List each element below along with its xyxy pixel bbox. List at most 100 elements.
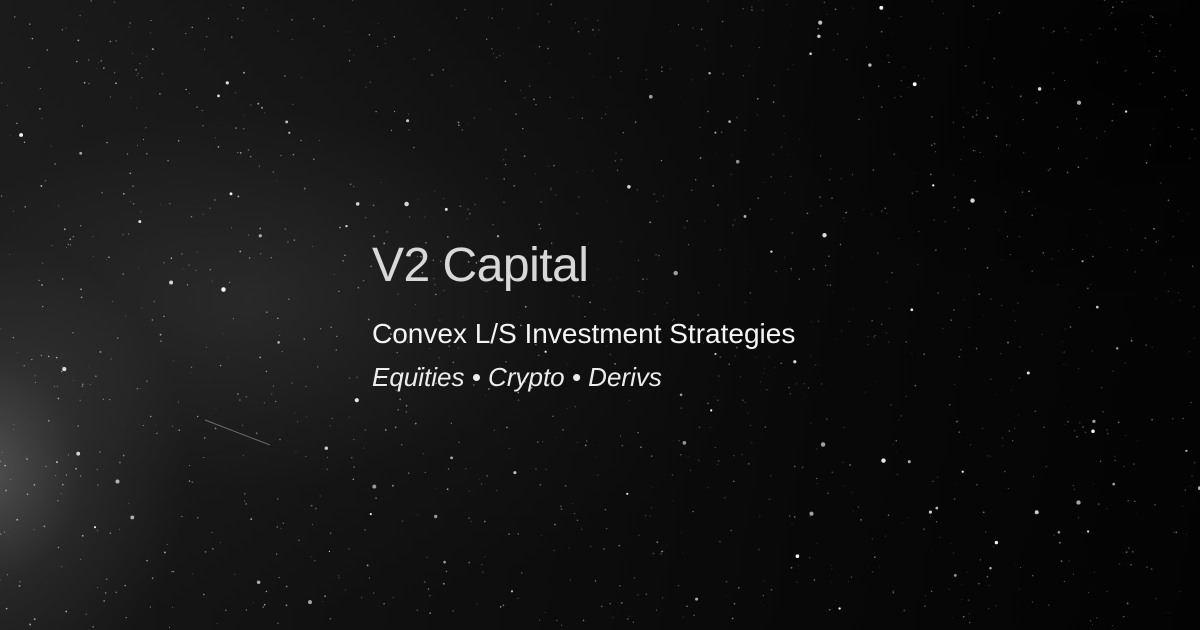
bright-star — [961, 470, 964, 473]
star — [29, 623, 32, 626]
star — [816, 483, 818, 484]
star — [961, 583, 963, 585]
star — [125, 616, 127, 619]
star — [113, 1, 115, 3]
star — [957, 420, 959, 422]
star — [589, 53, 591, 55]
star — [923, 77, 925, 79]
star — [504, 163, 507, 166]
star — [292, 103, 294, 105]
star — [1028, 190, 1030, 193]
star — [265, 590, 268, 593]
star — [452, 361, 455, 364]
star — [177, 140, 180, 142]
star — [262, 606, 265, 608]
star — [979, 559, 981, 561]
star — [834, 8, 837, 11]
star — [282, 522, 285, 524]
star — [416, 609, 419, 612]
bright-star — [1092, 419, 1096, 424]
star — [614, 160, 616, 162]
star — [319, 139, 320, 141]
star — [357, 286, 360, 289]
star — [96, 468, 98, 471]
star — [572, 96, 574, 98]
star — [447, 468, 450, 470]
star — [1159, 182, 1162, 185]
star — [620, 71, 622, 72]
star — [589, 301, 591, 304]
star — [523, 155, 526, 158]
star — [653, 193, 655, 195]
star — [458, 441, 461, 444]
star — [88, 365, 90, 367]
star — [244, 500, 245, 502]
star — [370, 265, 372, 268]
star — [190, 372, 192, 374]
star — [324, 595, 327, 598]
star — [146, 380, 148, 382]
star — [1001, 304, 1003, 306]
star — [465, 468, 467, 470]
star — [517, 399, 520, 401]
star — [115, 40, 117, 42]
star — [468, 122, 469, 124]
star — [974, 180, 976, 182]
star — [827, 255, 830, 258]
star — [891, 32, 893, 34]
star — [888, 17, 890, 19]
bright-star — [1076, 500, 1081, 505]
star — [697, 313, 700, 316]
star — [851, 174, 853, 176]
star — [429, 594, 431, 597]
star — [735, 346, 738, 349]
star — [1124, 209, 1126, 211]
star — [835, 339, 837, 340]
star — [744, 349, 746, 351]
star — [170, 257, 173, 259]
star — [521, 386, 523, 387]
star — [839, 243, 842, 246]
star — [952, 121, 955, 124]
star — [265, 9, 267, 11]
star — [950, 372, 951, 374]
star — [807, 387, 810, 389]
star — [884, 535, 887, 537]
star — [300, 139, 302, 142]
star — [248, 234, 249, 236]
star — [368, 577, 371, 579]
bright-star — [513, 471, 517, 475]
star — [958, 355, 961, 358]
star — [141, 76, 143, 79]
bright-star — [907, 460, 911, 464]
star — [823, 1, 826, 4]
star — [894, 96, 896, 99]
star — [65, 474, 68, 476]
star — [1152, 72, 1154, 74]
star — [955, 420, 958, 423]
star — [1130, 563, 1132, 566]
star — [245, 396, 248, 398]
star — [805, 395, 807, 397]
star — [92, 255, 94, 257]
star — [206, 35, 208, 38]
star — [793, 516, 796, 518]
bright-star — [868, 63, 872, 67]
star — [658, 259, 659, 261]
star — [173, 360, 175, 361]
star — [312, 158, 315, 161]
bright-star — [288, 131, 291, 134]
star — [531, 386, 533, 389]
star — [953, 552, 955, 554]
star — [891, 272, 893, 274]
star — [188, 264, 190, 266]
bright-star — [93, 526, 97, 529]
star — [1004, 208, 1006, 210]
star — [7, 104, 8, 106]
star — [475, 262, 477, 263]
star — [638, 534, 640, 537]
star — [1141, 249, 1143, 251]
star — [339, 226, 341, 229]
star — [816, 448, 818, 450]
star — [181, 515, 183, 517]
